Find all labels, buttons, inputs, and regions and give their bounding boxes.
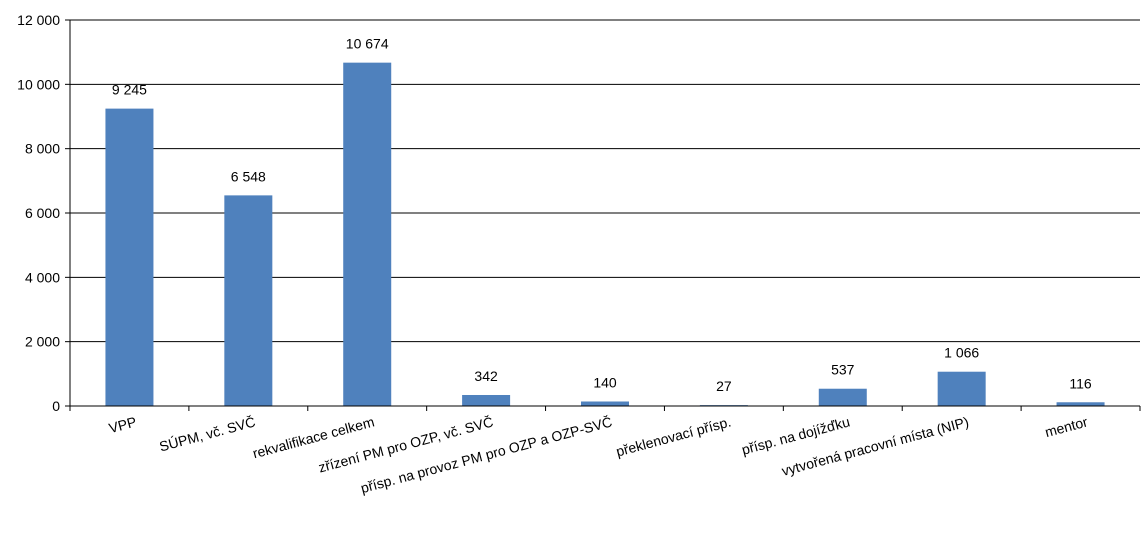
bar [105,108,154,406]
x-tick-label: překlenovací přísp. [614,413,732,459]
data-label: 9 245 [112,82,147,98]
data-label: 140 [593,374,617,390]
x-tick-label: SÚPM, vč. SVČ [158,413,258,454]
bar [937,371,986,406]
data-label: 1 066 [944,345,979,361]
axes [65,19,1141,411]
bar [224,195,273,406]
bar [581,401,629,406]
data-label: 27 [716,378,732,394]
bars [105,62,1105,406]
y-tick-label: 4 000 [25,269,60,285]
data-label: 10 674 [346,36,389,52]
data-label: 116 [1069,375,1092,391]
data-label: 537 [831,362,855,378]
y-tick-label: 10 000 [17,76,60,92]
data-label: 342 [474,368,498,384]
y-tick-label: 2 000 [25,334,60,350]
bar [1056,402,1105,406]
x-tick-label: VPP [107,413,138,436]
bar [818,388,867,406]
y-tick-label: 0 [52,398,60,414]
y-tick-label: 6 000 [25,205,60,221]
data-label: 6 548 [231,168,266,184]
x-tick-label: mentor [1043,413,1090,440]
y-tick-label: 8 000 [25,141,60,157]
bar [343,62,392,406]
y-tick-label: 12 000 [17,12,60,28]
bar [462,394,511,406]
